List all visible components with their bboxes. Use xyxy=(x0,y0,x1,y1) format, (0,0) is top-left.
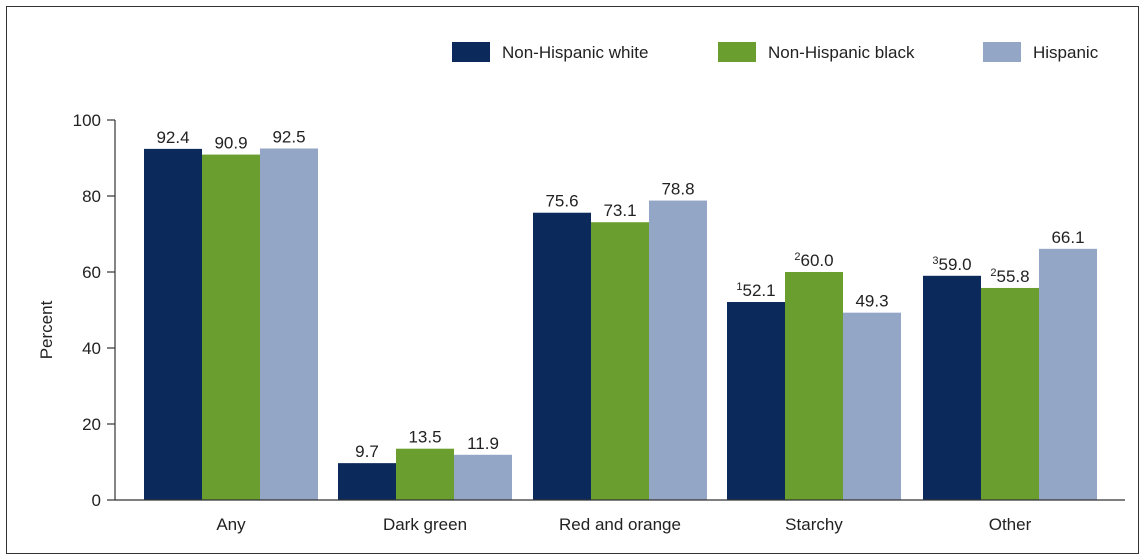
y-tick-label: 80 xyxy=(82,187,101,206)
data-label: 92.5 xyxy=(272,128,305,147)
bar xyxy=(785,272,843,500)
bar xyxy=(533,212,591,500)
bar xyxy=(727,302,785,500)
y-tick-label: 0 xyxy=(92,491,101,510)
y-tick-label: 100 xyxy=(73,111,101,130)
bar xyxy=(843,312,901,500)
bar xyxy=(202,154,260,500)
data-label: 78.8 xyxy=(661,180,694,199)
data-label: 11.9 xyxy=(467,434,499,453)
bar xyxy=(1039,248,1097,500)
x-category-label: Other xyxy=(989,515,1032,534)
x-category-label: Starchy xyxy=(785,515,843,534)
bars-group: 92.4 90.9 92.5 9.7 13.5 11.9 75.6 73.1 78.8 152.1… xyxy=(144,128,1097,500)
legend-swatch xyxy=(452,42,490,62)
legend-label: Hispanic xyxy=(1033,43,1099,62)
data-label: 359.0 xyxy=(932,255,971,274)
data-label: 49.3 xyxy=(855,292,888,311)
data-label: 9.7 xyxy=(355,442,379,461)
legend-label: Non-Hispanic white xyxy=(502,43,648,62)
legend: Non-Hispanic white Non-Hispanic black Hisp… xyxy=(452,42,1099,62)
y-tick-label: 40 xyxy=(82,339,101,358)
bar xyxy=(144,148,202,500)
bar xyxy=(649,200,707,500)
data-label: 13.5 xyxy=(408,428,441,447)
data-label: 73.1 xyxy=(603,201,636,220)
data-label: 92.4 xyxy=(156,128,189,147)
bar xyxy=(396,448,454,500)
data-label: 66.1 xyxy=(1051,228,1084,247)
x-category-label: Dark green xyxy=(383,515,467,534)
data-label: 260.0 xyxy=(794,251,833,270)
legend-label: Non-Hispanic black xyxy=(768,43,915,62)
data-label: 75.6 xyxy=(545,192,578,211)
y-tick-label: 20 xyxy=(82,415,101,434)
bar xyxy=(981,287,1039,500)
bar xyxy=(454,454,512,500)
x-axis: Any Dark green Red and orange Starchy Other xyxy=(115,499,1125,534)
y-axis-title: Percent xyxy=(37,300,56,359)
y-axis: 0 20 40 60 80 100 xyxy=(73,111,116,510)
data-label: 90.9 xyxy=(214,134,247,153)
x-category-label: Red and orange xyxy=(559,515,681,534)
legend-swatch xyxy=(983,42,1021,62)
legend-swatch xyxy=(718,42,756,62)
bar xyxy=(338,463,396,500)
data-label: 152.1 xyxy=(736,281,775,300)
bar xyxy=(923,275,981,500)
x-category-label: Any xyxy=(216,515,246,534)
data-label: 255.8 xyxy=(990,267,1029,286)
y-tick-label: 60 xyxy=(82,263,101,282)
bar xyxy=(260,148,318,500)
bar xyxy=(591,222,649,500)
